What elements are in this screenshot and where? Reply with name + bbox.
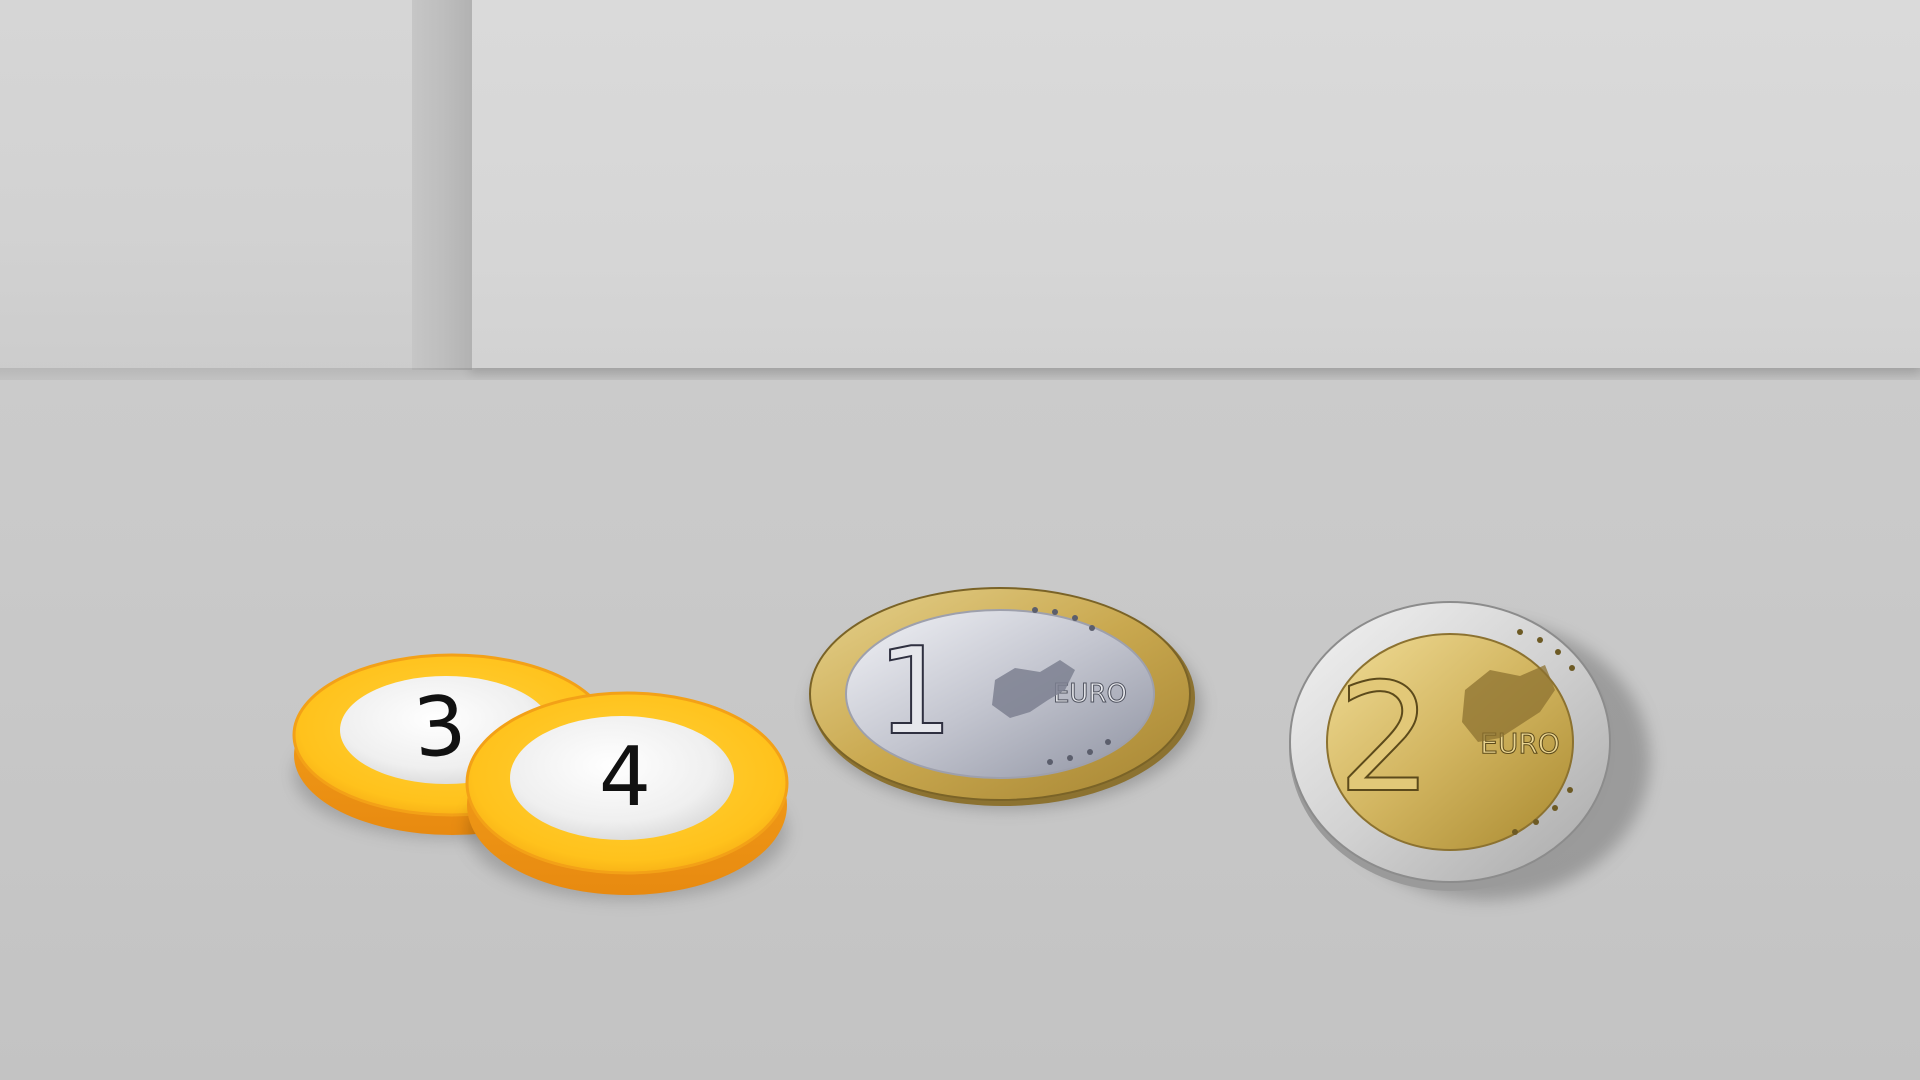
europe-map-icon (992, 660, 1075, 718)
coin-1-euro[interactable]: 1 EURO (809, 587, 1201, 809)
token-center (510, 716, 734, 840)
coin-denomination: 2 (1337, 652, 1432, 826)
stars-icon (1032, 607, 1111, 765)
board-edge (412, 0, 472, 370)
coin-2-euro[interactable]: 2 EURO (1289, 601, 1650, 900)
stars-icon (1512, 629, 1575, 835)
coin-denomination: 1 (877, 623, 953, 762)
token-label: 4 (599, 730, 651, 825)
board-panel (470, 0, 1920, 368)
token-4[interactable]: 4 (465, 691, 789, 900)
europe-map-icon (1462, 665, 1555, 742)
token-label: 3 (410, 678, 469, 776)
